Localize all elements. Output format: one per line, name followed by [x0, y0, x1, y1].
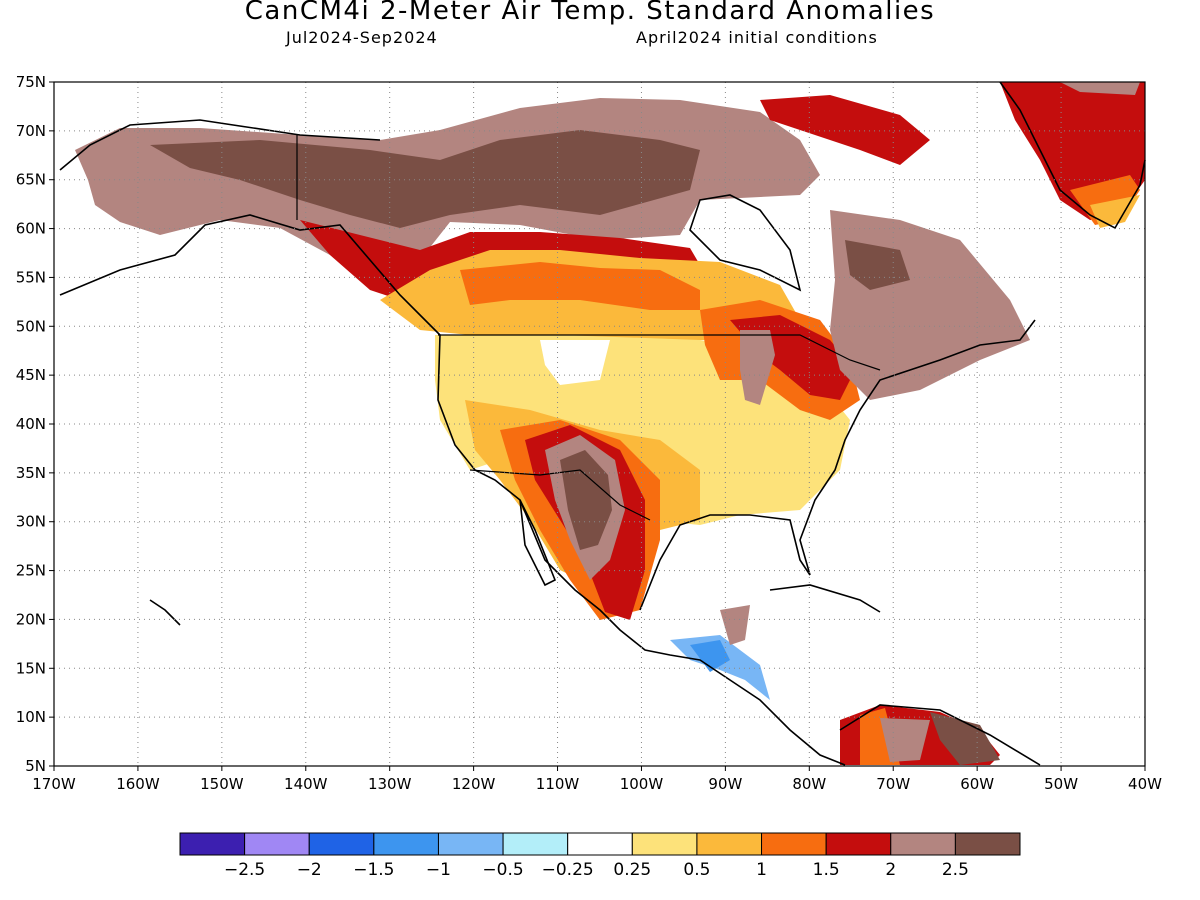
anomaly-region-arctic-islands	[760, 95, 930, 165]
colorbar-label: 0.5	[683, 860, 710, 880]
lon-tick-label: 160W	[116, 775, 160, 793]
anomaly-region-central-america-deep-blue	[690, 640, 730, 672]
lat-tick-label: 45N	[16, 366, 46, 384]
colorbar-swatch	[308, 832, 375, 856]
coastline-north-america	[59, 214, 846, 766]
lon-tick-label: 150W	[200, 775, 244, 793]
border-us-mexico	[469, 469, 651, 521]
colorbar-label: 2	[885, 860, 896, 880]
coastline-hudson-bay	[689, 194, 802, 292]
border-us-canada	[438, 334, 881, 371]
lon-tick-label: 40W	[1128, 775, 1162, 793]
colorbar-label: 1.5	[813, 860, 840, 880]
coastline-greenland	[999, 81, 1146, 230]
colorbar-label: −0.5	[482, 860, 523, 880]
colorbar-swatch	[567, 832, 633, 856]
lat-tick-label: 40N	[16, 415, 46, 433]
colorbar-swatch	[244, 832, 310, 856]
lon-tick-label: 120W	[452, 775, 496, 793]
colorbar-label: 1	[756, 860, 767, 880]
colorbar-swatch	[179, 832, 246, 856]
colorbar-swatch	[373, 832, 439, 856]
anomaly-region-hudson-orange	[460, 262, 700, 310]
lat-tick-label: 65N	[16, 171, 46, 189]
colorbar-label: −2	[297, 860, 322, 880]
coastlines	[59, 81, 1146, 766]
lat-tick-label: 10N	[16, 708, 46, 726]
map-grid	[54, 82, 1145, 766]
colorbar-swatch	[696, 832, 763, 856]
lon-tick-label: 50W	[1044, 775, 1078, 793]
colorbar: −2.5 −2 −1.5 −1 −0.5 −0.25 0.25 0.5 1 1.5 2 2.5	[179, 832, 1021, 880]
anomaly-region-southwest-brown	[560, 450, 612, 550]
lat-tick-label: 60N	[16, 220, 46, 238]
anomaly-region-south-america-tan-west	[880, 718, 930, 762]
colorbar-swatch	[631, 832, 698, 856]
initial-conditions: April2024 initial conditions	[636, 28, 878, 47]
colorbar-label: 0.25	[613, 860, 651, 880]
coastline-cuba	[769, 584, 881, 613]
colorbar-label: −1	[426, 860, 451, 880]
map-title: CanCM4i 2-Meter Air Temp. Standard Anoma…	[244, 0, 936, 26]
anomaly-region-greenland-yellow	[1090, 195, 1140, 228]
colorbar-label: −1.5	[353, 860, 394, 880]
anomaly-region-greenland-tan	[1060, 82, 1140, 95]
anomaly-region-south-america-tan	[930, 712, 1000, 765]
lat-tick-label: 70N	[16, 122, 46, 140]
lon-tick-label: 90W	[708, 775, 742, 793]
lon-tick-label: 130W	[368, 775, 412, 793]
coastline-gulf-of-mexico	[639, 514, 811, 611]
lon-tick-label: 60W	[960, 775, 994, 793]
lat-tick-label: 30N	[16, 513, 46, 531]
anomaly-region-canada-red-rim	[300, 220, 700, 300]
lon-tick-label: 80W	[792, 775, 826, 793]
coastline-alaska-arctic	[59, 119, 381, 171]
anomaly-region-yukon-core	[150, 130, 700, 228]
colorbar-swatch	[437, 832, 504, 856]
colorbar-label: 2.5	[942, 860, 969, 880]
anomaly-region-quebec-tan	[830, 210, 1030, 400]
coastline-atlantic	[799, 319, 1036, 576]
anomaly-shading	[75, 82, 1145, 765]
lat-tick-label: 25N	[16, 562, 46, 580]
colorbar-label: −0.25	[542, 860, 594, 880]
lat-tick-label: 5N	[25, 757, 46, 775]
longitude-labels: 170W 160W 150W 140W 130W 120W 110W 100W 90W 80W 70…	[32, 766, 1162, 793]
anomaly-region-us-white	[540, 340, 610, 385]
colorbar-label: −2.5	[224, 860, 265, 880]
colorbar-swatch	[954, 832, 1021, 856]
coastline-south-america	[839, 704, 1041, 766]
coastline-hawaii	[149, 599, 181, 626]
coastline-baja-california	[519, 499, 557, 587]
colorbar-swatch	[502, 832, 569, 856]
colorbar-swatch	[890, 832, 956, 856]
anomaly-region-quebec-brown	[845, 240, 910, 290]
lat-tick-label: 20N	[16, 610, 46, 628]
political-borders	[296, 135, 881, 521]
forecast-period: Jul2024-Sep2024	[286, 28, 438, 47]
lat-tick-label: 55N	[16, 268, 46, 286]
lon-tick-label: 100W	[620, 775, 664, 793]
lat-tick-label: 50N	[16, 317, 46, 335]
lat-tick-label: 15N	[16, 659, 46, 677]
lon-tick-label: 110W	[536, 775, 580, 793]
lon-tick-label: 70W	[876, 775, 910, 793]
lat-tick-label: 35N	[16, 464, 46, 482]
lon-tick-label: 140W	[284, 775, 328, 793]
lat-tick-label: 75N	[16, 73, 46, 91]
anomaly-region-yucatan-tan	[720, 605, 750, 645]
latitude-labels: 5N 10N 15N 20N 25N 30N 35N 40N 45N 50N 55N 60N 65N 70…	[16, 73, 54, 775]
colorbar-swatch	[761, 832, 827, 856]
anomaly-region-great-lakes-tan	[740, 330, 775, 405]
colorbar-swatch	[825, 832, 892, 856]
lon-tick-label: 170W	[32, 775, 76, 793]
